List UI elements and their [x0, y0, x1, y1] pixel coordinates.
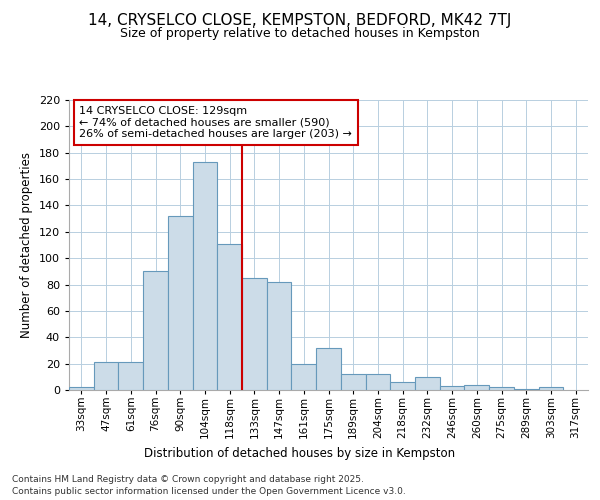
- Text: Size of property relative to detached houses in Kempston: Size of property relative to detached ho…: [120, 28, 480, 40]
- Y-axis label: Number of detached properties: Number of detached properties: [20, 152, 33, 338]
- Bar: [143, 272, 168, 390]
- Bar: [316, 348, 341, 390]
- Bar: [539, 388, 563, 390]
- Bar: [69, 388, 94, 390]
- Text: Distribution of detached houses by size in Kempston: Distribution of detached houses by size …: [145, 448, 455, 460]
- Bar: [514, 388, 539, 390]
- Bar: [168, 216, 193, 390]
- Bar: [440, 386, 464, 390]
- Bar: [390, 382, 415, 390]
- Text: Contains HM Land Registry data © Crown copyright and database right 2025.: Contains HM Land Registry data © Crown c…: [12, 475, 364, 484]
- Text: 14 CRYSELCO CLOSE: 129sqm
← 74% of detached houses are smaller (590)
26% of semi: 14 CRYSELCO CLOSE: 129sqm ← 74% of detac…: [79, 106, 352, 139]
- Bar: [94, 362, 118, 390]
- Text: 14, CRYSELCO CLOSE, KEMPSTON, BEDFORD, MK42 7TJ: 14, CRYSELCO CLOSE, KEMPSTON, BEDFORD, M…: [88, 12, 512, 28]
- Bar: [489, 388, 514, 390]
- Bar: [365, 374, 390, 390]
- Bar: [118, 362, 143, 390]
- Bar: [217, 244, 242, 390]
- Bar: [242, 278, 267, 390]
- Bar: [193, 162, 217, 390]
- Bar: [292, 364, 316, 390]
- Bar: [415, 377, 440, 390]
- Bar: [464, 384, 489, 390]
- Text: Contains public sector information licensed under the Open Government Licence v3: Contains public sector information licen…: [12, 488, 406, 496]
- Bar: [267, 282, 292, 390]
- Bar: [341, 374, 365, 390]
